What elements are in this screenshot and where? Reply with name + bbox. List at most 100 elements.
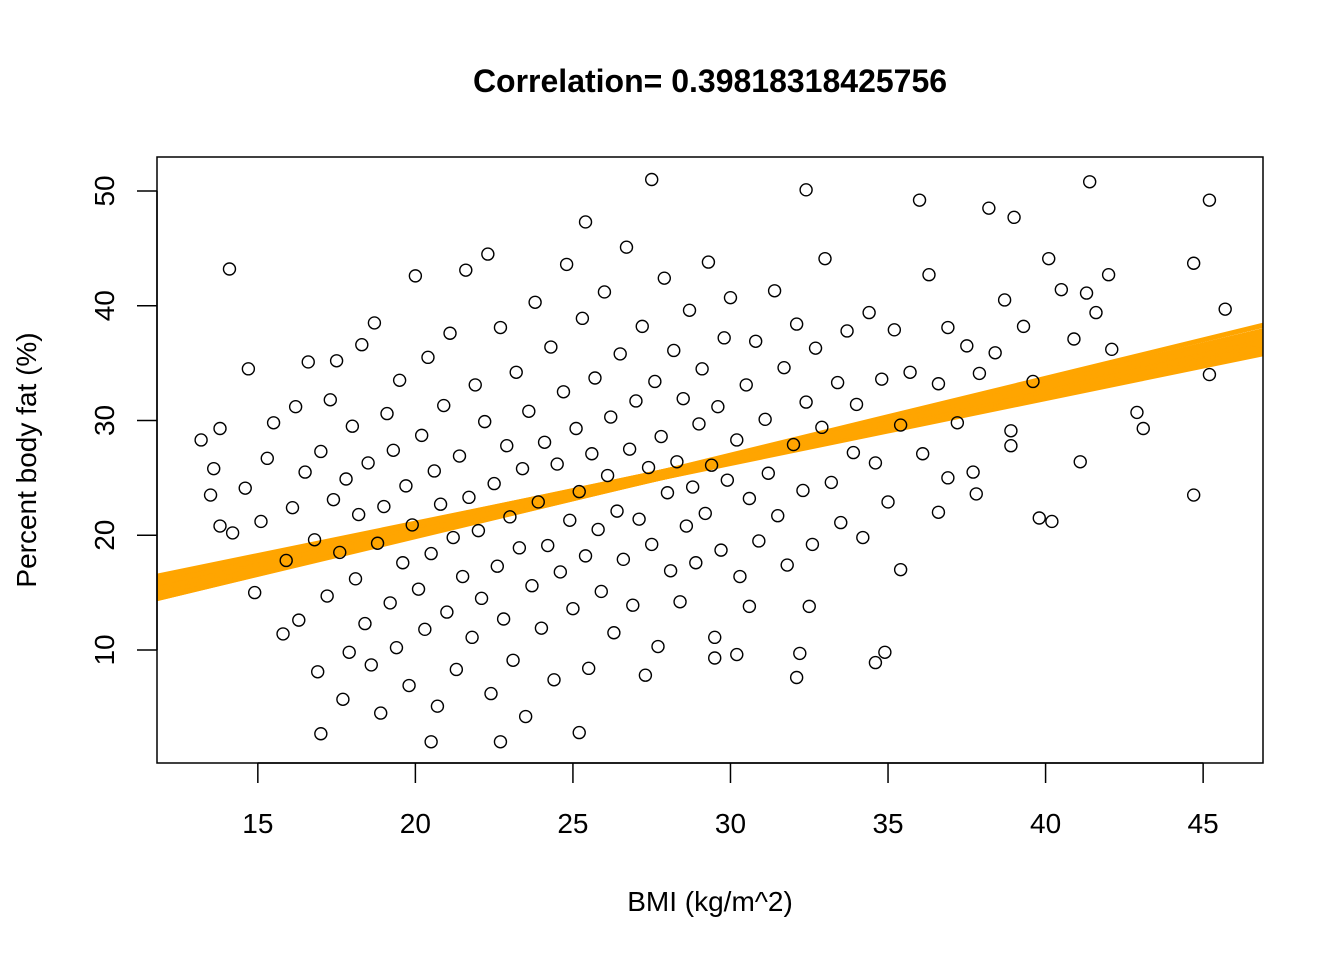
data-point (364, 658, 378, 672)
data-point (849, 397, 864, 412)
data-point (830, 375, 845, 390)
data-point (279, 553, 293, 568)
data-point (600, 468, 615, 483)
data-point (348, 572, 363, 586)
data-point (676, 391, 690, 406)
data-point (645, 537, 659, 552)
data-point (856, 530, 870, 545)
x-tick-label: 25 (557, 808, 588, 839)
data-point (399, 479, 413, 493)
data-point (449, 662, 464, 677)
data-point (704, 458, 719, 472)
x-tick-label: 40 (1030, 808, 1061, 839)
data-point (960, 339, 974, 353)
data-point (1136, 421, 1150, 436)
data-point (336, 692, 350, 707)
data-point (537, 435, 552, 449)
data-point (1042, 251, 1056, 266)
data-point (1202, 367, 1217, 382)
data-point (478, 414, 492, 429)
data-point (607, 626, 621, 640)
data-point (730, 647, 744, 662)
data-point (515, 461, 530, 476)
data-point (311, 665, 325, 679)
data-point (446, 530, 460, 545)
data-point (629, 394, 643, 408)
data-point (796, 483, 810, 498)
data-point (320, 589, 334, 603)
data-point (626, 598, 640, 612)
data-point (622, 442, 637, 456)
data-point (207, 461, 221, 476)
data-point (742, 491, 757, 506)
data-point (708, 651, 722, 665)
data-point (950, 416, 965, 430)
data-point (455, 569, 470, 584)
data-point (396, 556, 410, 570)
data-point (972, 366, 987, 381)
data-point (484, 686, 498, 701)
chart-title: Correlation= 0.39818318425756 (473, 63, 947, 99)
data-point (345, 419, 360, 433)
data-point (238, 481, 252, 495)
data-point (225, 526, 240, 540)
data-point (383, 596, 397, 610)
data-point (1101, 268, 1116, 282)
data-point (506, 653, 520, 667)
data-point (411, 582, 426, 596)
data-point (553, 565, 568, 579)
data-point (714, 543, 728, 557)
data-point (575, 311, 590, 326)
data-point (563, 513, 577, 528)
data-point (758, 412, 772, 427)
data-point (588, 371, 602, 385)
data-point (730, 433, 744, 447)
data-point (1186, 256, 1201, 270)
data-points (194, 172, 1232, 749)
data-point (481, 247, 495, 261)
data-point (572, 725, 586, 740)
data-point (361, 456, 375, 470)
data-point (578, 215, 593, 229)
data-point (815, 420, 829, 435)
data-point (213, 519, 227, 533)
data-point (654, 429, 668, 444)
data-point (789, 317, 804, 331)
data-point (260, 451, 274, 466)
data-point (389, 640, 404, 655)
data-point (329, 354, 344, 368)
y-tick-label: 30 (89, 405, 120, 436)
data-point (285, 500, 300, 515)
data-point (767, 284, 782, 298)
data-point (903, 365, 917, 379)
data-point (651, 639, 665, 654)
data-point (421, 350, 435, 365)
data-point (1218, 302, 1232, 316)
data-point (667, 343, 681, 358)
data-point (868, 456, 883, 470)
data-point (550, 457, 564, 471)
data-point (875, 372, 889, 386)
data-point (771, 509, 785, 523)
data-point (638, 668, 653, 682)
data-point (893, 562, 908, 577)
data-point (670, 455, 684, 469)
data-point (1089, 305, 1103, 320)
data-point (720, 473, 735, 487)
data-point (566, 601, 580, 616)
data-point (323, 393, 338, 407)
data-point (437, 398, 451, 413)
data-point (594, 584, 608, 599)
data-point (604, 410, 618, 424)
data-point (276, 627, 290, 641)
data-point (213, 421, 227, 436)
fit-lines (157, 322, 1263, 602)
data-point (818, 251, 832, 266)
data-point (619, 240, 634, 254)
data-point (679, 519, 694, 533)
data-point (314, 444, 328, 459)
y-tick-label: 40 (89, 290, 120, 321)
data-point (292, 613, 306, 627)
x-tick-label: 45 (1188, 808, 1219, 839)
